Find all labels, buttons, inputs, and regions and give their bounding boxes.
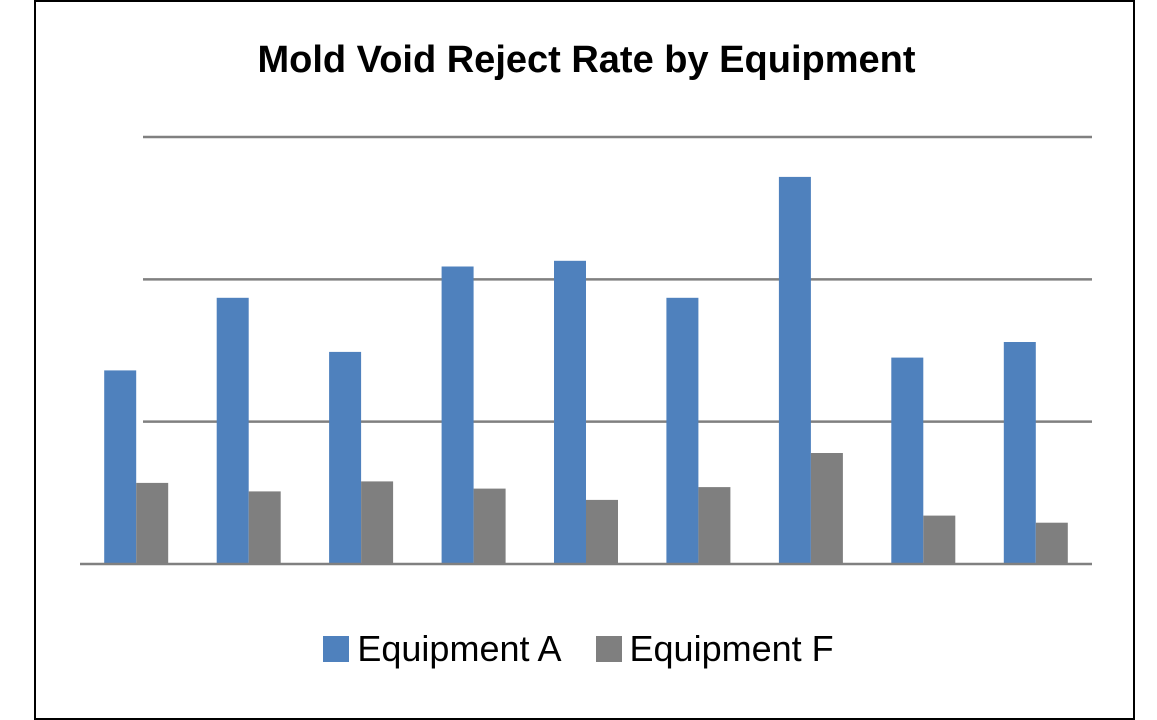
bar-equipment-f-8 [923,515,956,564]
bar-equipment-a-2 [216,297,249,564]
bar-equipment-f-2 [248,491,281,564]
gridlines [143,135,1092,423]
legend-item-equipment-a: Equipment A [323,627,562,671]
bar-equipment-a-3 [329,351,362,564]
bar-equipment-a-6 [666,297,699,564]
bar-equipment-f-1 [136,482,169,564]
bar-equipment-a-9 [1003,342,1036,564]
bars [104,176,1068,564]
bar-equipment-f-3 [361,481,394,564]
bar-equipment-a-5 [554,260,586,564]
legend-label: Equipment F [629,628,834,669]
legend-swatch [595,636,622,662]
bar-equipment-f-5 [586,499,618,564]
legend-item-equipment-f: Equipment F [595,627,834,671]
bar-equipment-f-7 [810,453,843,564]
bar-equipment-a-7 [778,176,811,564]
bar-equipment-f-4 [473,488,506,564]
bar-equipment-a-8 [891,357,924,564]
legend: Equipment A Equipment F [0,624,1157,674]
bar-equipment-f-6 [698,487,731,564]
bar-equipment-f-9 [1035,522,1068,564]
legend-swatch [323,636,350,662]
chart-title: Mold Void Reject Rate by Equipment [257,39,916,81]
bar-equipment-a-1 [104,370,137,564]
bar-equipment-a-4 [441,266,474,564]
legend-label: Equipment A [357,628,562,669]
